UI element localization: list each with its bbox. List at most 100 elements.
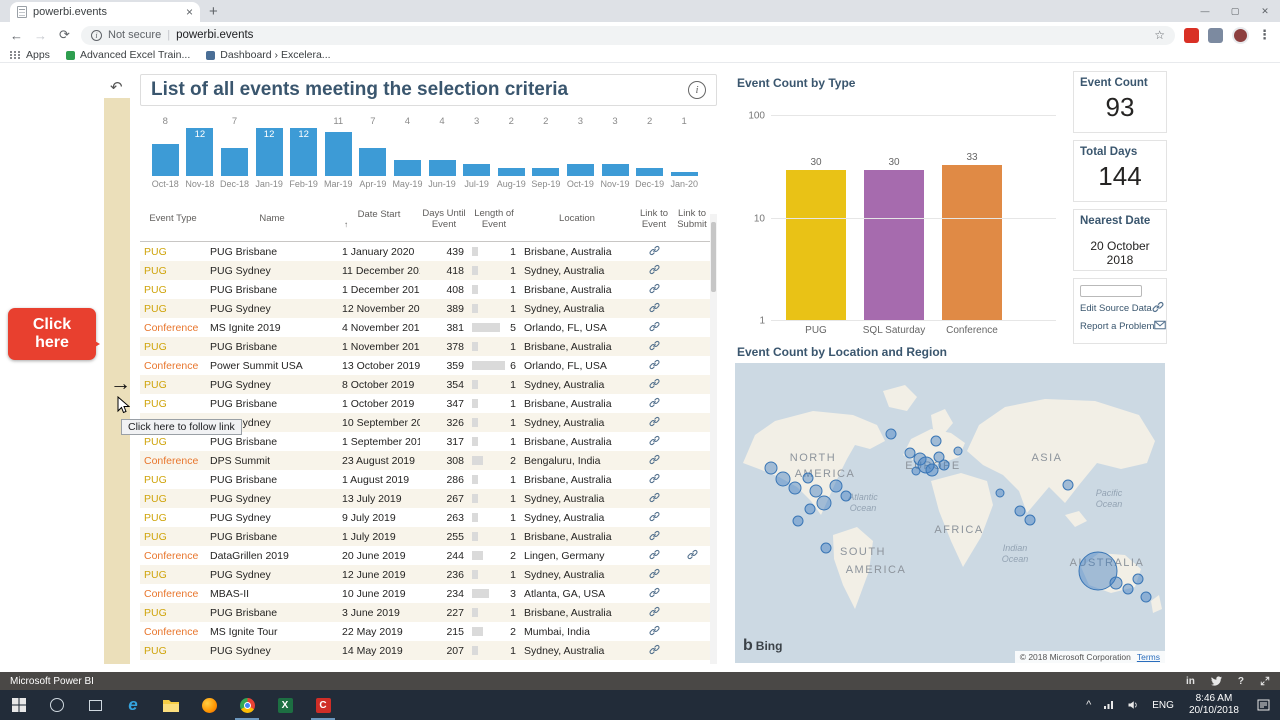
- table-row[interactable]: PUG PUG Brisbane 3 June 2019 227 1 Brisbane, …: [140, 603, 710, 622]
- map-bubble[interactable]: [911, 466, 921, 476]
- map-canvas[interactable]: NORTHAMERICAEUROPEASIAAFRICASOUTHAMERICA…: [735, 363, 1165, 663]
- table-row[interactable]: PUG PUG Brisbane 1 November 2019 378 1 Brisba…: [140, 337, 710, 356]
- map-bubble[interactable]: [816, 495, 832, 511]
- map-bubble[interactable]: [764, 461, 778, 475]
- map-bubble[interactable]: [925, 463, 939, 477]
- month-bar-Feb-19[interactable]: 12 Feb-19: [289, 128, 318, 189]
- column-header[interactable]: Length of Event: [474, 207, 514, 230]
- profile-avatar[interactable]: [1232, 26, 1249, 44]
- map-bubble[interactable]: [1014, 505, 1026, 517]
- terms-link[interactable]: Terms: [1136, 652, 1160, 662]
- map-bubble[interactable]: [1062, 479, 1074, 491]
- month-bar-May-19[interactable]: 4 May-19: [392, 116, 423, 189]
- window-minimize-button[interactable]: —: [1200, 6, 1210, 16]
- map-bubble[interactable]: [917, 456, 935, 474]
- twitter-icon[interactable]: [1210, 676, 1222, 686]
- table-row[interactable]: PUG PUG Sydney 12 November 2019 389 1 Sydney,…: [140, 299, 710, 318]
- map-bubble[interactable]: [820, 542, 832, 554]
- firefox-icon[interactable]: [190, 690, 228, 720]
- map-bubble[interactable]: [885, 428, 897, 440]
- link-icon[interactable]: [686, 549, 698, 563]
- link-icon[interactable]: [648, 321, 660, 335]
- table-row[interactable]: PUG PUG Sydney 9 July 2019 263 1 Sydney, Aust…: [140, 508, 710, 527]
- map-bubble[interactable]: [933, 451, 945, 463]
- camtasia-icon[interactable]: C: [304, 690, 342, 720]
- link-icon[interactable]: [648, 340, 660, 354]
- tab-close-icon[interactable]: ×: [185, 5, 193, 19]
- month-bar-Apr-19[interactable]: 7 Apr-19: [359, 116, 387, 189]
- language-indicator[interactable]: ENG: [1152, 699, 1174, 711]
- map-bubble[interactable]: [809, 484, 823, 498]
- taskbar-clock[interactable]: 8:46 AM 20/10/2018: [1181, 693, 1247, 718]
- url-input[interactable]: i Not secure | powerbi.events ☆: [81, 25, 1175, 45]
- start-button[interactable]: [0, 690, 38, 720]
- table-row[interactable]: PUG PUG Sydney 14 May 2019 207 1 Sydney, Aust…: [140, 641, 710, 660]
- table-row[interactable]: PUG PUG Brisbane 1 October 2019 347 1 Brisban…: [140, 394, 710, 413]
- table-row[interactable]: PUG PUG Brisbane 1 August 2019 286 1 Brisbane…: [140, 470, 710, 489]
- window-close-button[interactable]: ✕: [1261, 5, 1269, 16]
- link-icon[interactable]: [648, 359, 660, 373]
- column-header[interactable]: Name: [259, 213, 285, 225]
- link-icon[interactable]: [648, 416, 660, 430]
- map-bubble[interactable]: [792, 515, 804, 527]
- table-row[interactable]: Conference MS Ignite 2019 4 November 2019 3…: [140, 318, 710, 337]
- link-icon[interactable]: [648, 568, 660, 582]
- scrollbar-thumb[interactable]: [711, 222, 716, 292]
- column-header[interactable]: Link to Submit: [677, 207, 707, 230]
- map-bubble[interactable]: [804, 503, 816, 515]
- link-icon[interactable]: [648, 302, 660, 316]
- back-button[interactable]: ←: [10, 27, 23, 43]
- table-row[interactable]: PUG PUG Sydney 11 December 2019 418 1 Sydney,…: [140, 261, 710, 280]
- map-bubble[interactable]: [995, 488, 1005, 498]
- map-bubble[interactable]: [930, 435, 942, 447]
- edge-icon[interactable]: e: [128, 695, 138, 714]
- link-icon[interactable]: [648, 473, 660, 487]
- column-header[interactable]: Days Until Event: [422, 207, 466, 230]
- type-bar-sql-saturday[interactable]: 30: [855, 157, 933, 321]
- card-event-count[interactable]: Event Count 93: [1073, 71, 1167, 133]
- chrome-icon[interactable]: [228, 690, 266, 720]
- task-view-button[interactable]: [76, 690, 114, 720]
- apps-shortcut[interactable]: Apps: [10, 49, 50, 61]
- map-bubble[interactable]: [953, 446, 963, 456]
- map-bubble[interactable]: [788, 481, 802, 495]
- link-icon[interactable]: [648, 492, 660, 506]
- table-row[interactable]: PUG PUG Brisbane 1 January 2020 439 1 Brisban…: [140, 242, 710, 261]
- type-bar-pug[interactable]: 30: [777, 157, 855, 321]
- column-header[interactable]: Date Start ↑: [344, 208, 401, 229]
- linkedin-icon[interactable]: in: [1186, 675, 1195, 687]
- link-icon[interactable]: [648, 530, 660, 544]
- map-bubble[interactable]: [1132, 573, 1144, 585]
- map-bubble[interactable]: [1122, 583, 1134, 595]
- link-icon[interactable]: [648, 606, 660, 620]
- report-a-problem-link[interactable]: Report a Problem: [1080, 320, 1167, 333]
- site-info-icon[interactable]: i: [91, 29, 102, 41]
- table-row[interactable]: Conference DPS Summit 23 August 2019 308 2 Be…: [140, 451, 710, 470]
- table-row[interactable]: PUG PUG Sydney 13 July 2019 267 1 Sydney, Aus…: [140, 489, 710, 508]
- info-icon[interactable]: i: [688, 81, 706, 99]
- cortana-button[interactable]: [38, 690, 76, 720]
- link-icon[interactable]: [648, 587, 660, 601]
- table-row[interactable]: Conference Power Summit USA 13 October 201…: [140, 356, 710, 375]
- table-row[interactable]: PUG PUG Brisbane 1 September 2019 317 1 Brisb…: [140, 432, 710, 451]
- month-bar-Sep-19[interactable]: 2 Sep-19: [531, 116, 561, 189]
- link-icon[interactable]: [648, 549, 660, 563]
- blank-textbox[interactable]: [1080, 285, 1142, 297]
- month-bar-Jan-20[interactable]: 1 Jan-20: [670, 116, 698, 189]
- card-nearest-date[interactable]: Nearest Date 20 October 2018: [1073, 209, 1167, 271]
- map-bubble[interactable]: [1078, 551, 1118, 591]
- table-scrollbar[interactable]: [710, 214, 717, 664]
- card-total-days[interactable]: Total Days 144: [1073, 140, 1167, 202]
- month-bar-Aug-19[interactable]: 2 Aug-19: [496, 116, 526, 189]
- month-bar-Jan-19[interactable]: 12 Jan-19: [255, 128, 283, 189]
- month-bar-Oct-19[interactable]: 3 Oct-19: [566, 116, 594, 189]
- month-bar-Jun-19[interactable]: 4 Jun-19: [428, 116, 456, 189]
- table-row[interactable]: Conference MS Ignite Tour 22 May 2019 215 2 M…: [140, 622, 710, 641]
- link-icon[interactable]: [648, 435, 660, 449]
- help-icon[interactable]: ?: [1237, 675, 1244, 687]
- table-row[interactable]: PUG PUG Sydney 8 October 2019 354 1 Sydney, A…: [140, 375, 710, 394]
- table-row[interactable]: PUG PUG Brisbane 1 July 2019 255 1 Brisbane, …: [140, 527, 710, 546]
- arrow-pointer[interactable]: →: [110, 372, 131, 395]
- link-icon[interactable]: [648, 625, 660, 639]
- extension-icon[interactable]: [1184, 27, 1199, 43]
